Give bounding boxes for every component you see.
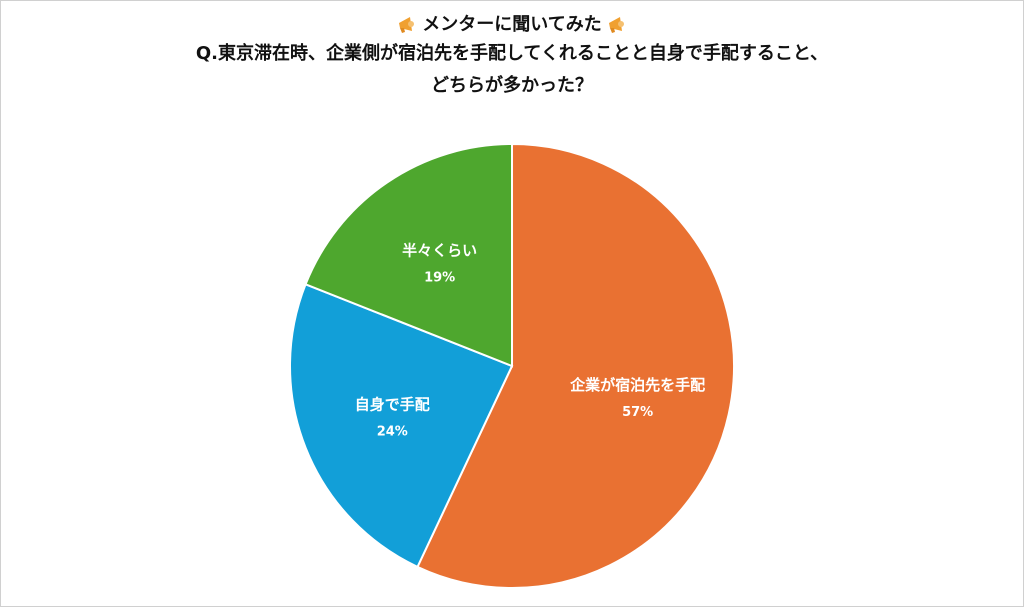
slice-value-label: 24% xyxy=(377,424,408,439)
slice-category-label: 企業が宿泊先を手配 xyxy=(569,376,705,394)
pie-slice-2 xyxy=(289,282,514,569)
pie-slice-1 xyxy=(416,142,735,589)
slice-value-label: 19% xyxy=(424,271,455,286)
megaphone-icon xyxy=(608,17,624,33)
question-line-1: Q.東京滞在時、企業側が宿泊先を手配してくれることと自身で手配すること、 xyxy=(195,43,829,64)
megaphone-icon xyxy=(399,17,415,33)
title-line: メンターに聞いてみた xyxy=(0,12,1024,38)
slice-category-label: 自身で手配 xyxy=(355,395,430,413)
slice-value-label: 57% xyxy=(622,405,653,420)
slice-category-label: 半々くらい xyxy=(402,242,477,260)
question-line-2: どちらが多かった？ xyxy=(431,75,593,96)
chart-title: メンターに聞いてみた xyxy=(422,14,602,35)
pie-slice-3 xyxy=(304,142,513,368)
title-block: メンターに聞いてみた Q.東京滞在時、企業側が宿泊先を手配してくれることと自身で… xyxy=(0,12,1024,102)
